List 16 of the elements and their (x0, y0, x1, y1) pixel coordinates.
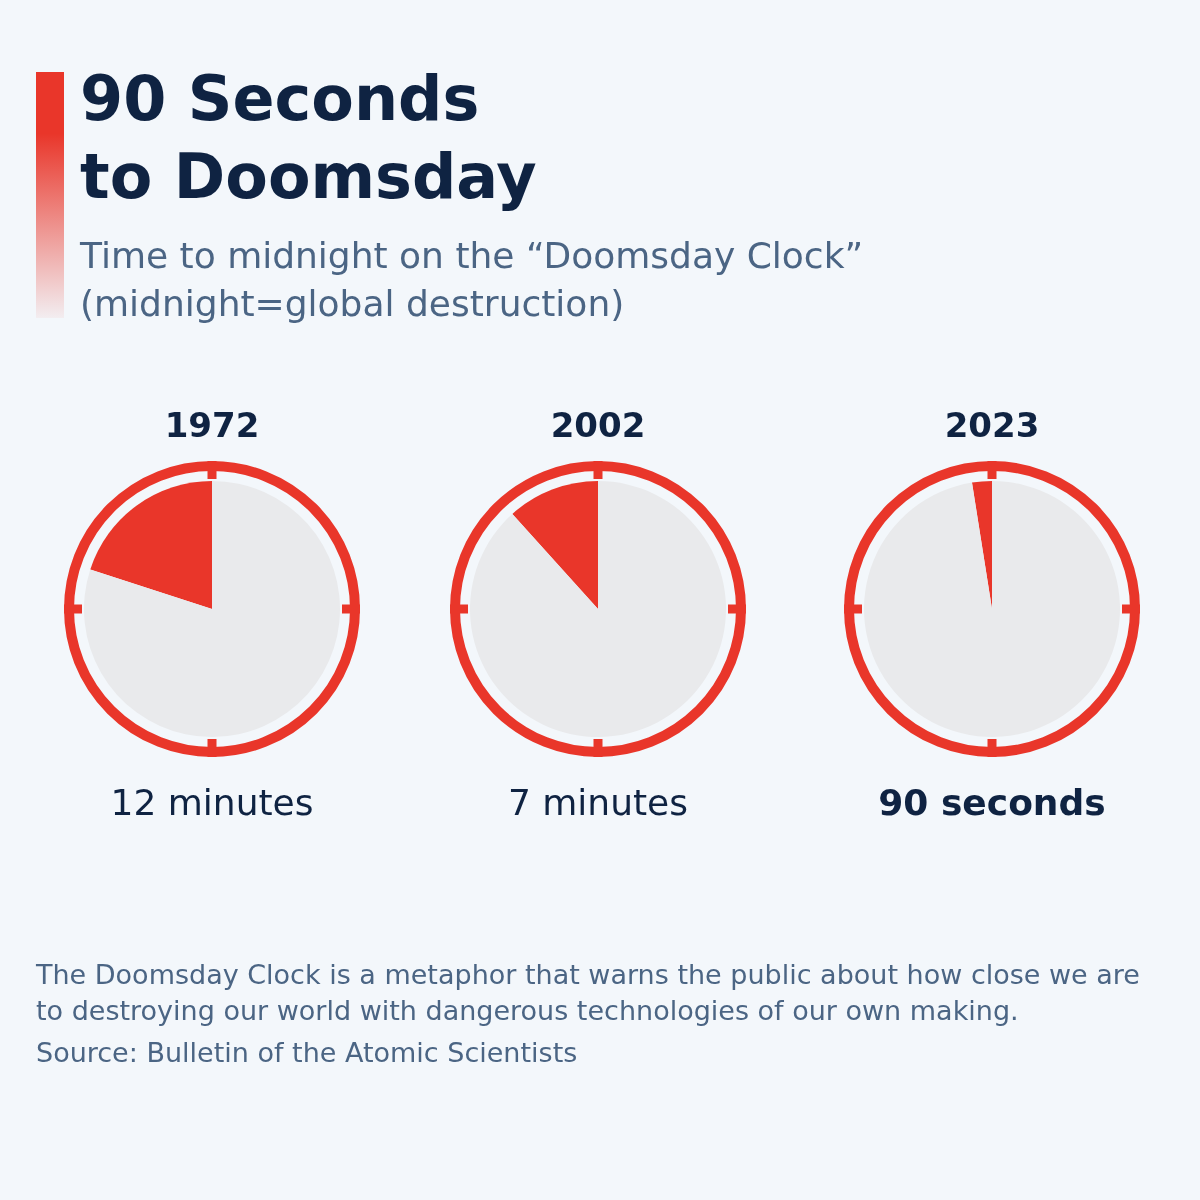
pie-slice (864, 481, 1120, 737)
source-note: Source: Bulletin of the Atomic Scientists (36, 1036, 579, 1070)
chart-title: 1972 (163, 404, 261, 447)
chart-title: 2023 (943, 404, 1041, 447)
pie-slice (971, 481, 992, 609)
pie-slice (512, 481, 598, 609)
pie-slice (84, 481, 340, 737)
legend-label: 90 seconds (877, 781, 1107, 825)
pie-slice (90, 481, 212, 609)
chart-title: 2002 (549, 404, 647, 447)
legend-label: 12 minutes (109, 781, 315, 825)
legend-label: 7 minutes (506, 781, 690, 825)
text: The Doomsday Clock is a metaphor that warns the public about how close we are to destroying our world with dangerous technologies of our own making. (36, 958, 1141, 1028)
text: 90 Seconds to Doomsday (80, 61, 538, 215)
pie-slice (470, 481, 726, 737)
text: Time to midnight on the “Doomsday Clock” (midnight=global destruction) (80, 234, 865, 326)
